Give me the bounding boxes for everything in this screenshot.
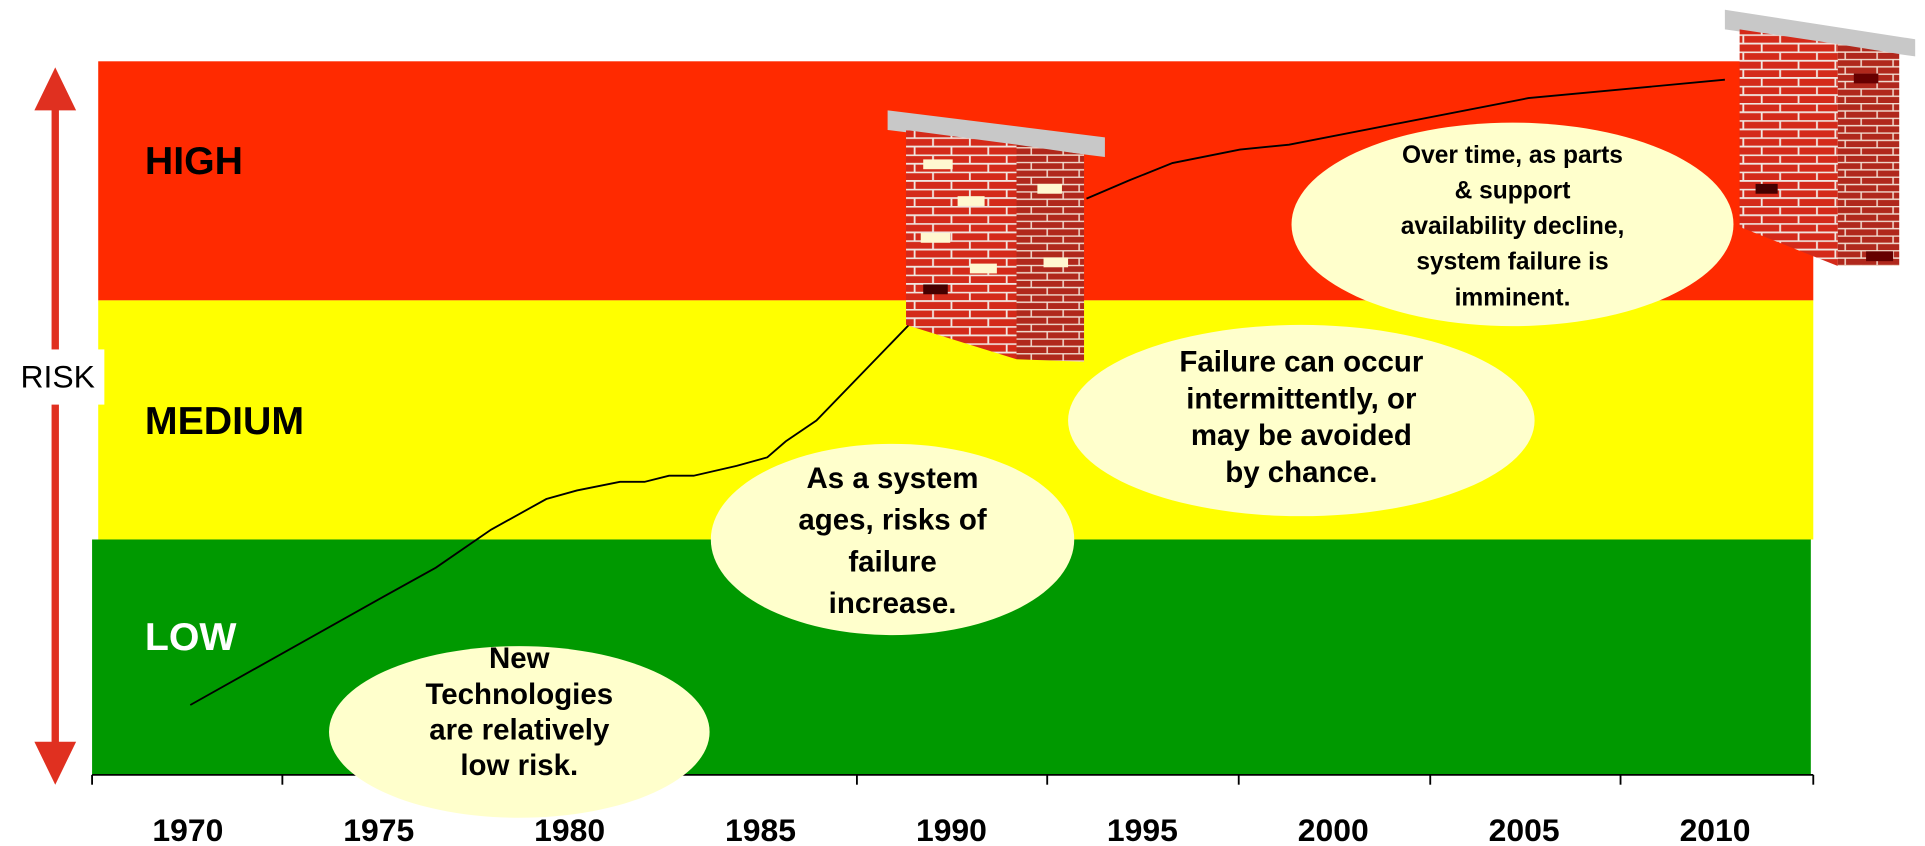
callout-text: availability decline, bbox=[1401, 213, 1625, 240]
callout-bubble bbox=[710, 443, 1075, 636]
year-label: 2000 bbox=[1298, 812, 1369, 846]
year-label: 1990 bbox=[916, 812, 987, 846]
brick-wall bbox=[1724, 9, 1916, 267]
year-label: 1970 bbox=[152, 812, 223, 846]
callout-bubble bbox=[1291, 122, 1734, 327]
brick-wall bbox=[887, 110, 1105, 362]
callout-text: system failure is bbox=[1416, 249, 1608, 276]
callout-text: imminent. bbox=[1455, 284, 1571, 311]
year-label: 1975 bbox=[343, 812, 414, 846]
callout-text: low risk. bbox=[460, 749, 578, 782]
callout-text: Technologies bbox=[425, 678, 613, 711]
callout-bubble bbox=[329, 646, 710, 818]
band-label: HIGH bbox=[145, 139, 243, 183]
callout-text: As a system bbox=[807, 462, 979, 495]
callout-text: by chance. bbox=[1225, 456, 1377, 489]
year-label: 2010 bbox=[1680, 812, 1751, 846]
risk-curve bbox=[189, 312, 922, 706]
x-axis bbox=[91, 773, 1815, 785]
axis-label: RISK bbox=[20, 358, 94, 394]
risk-arrow bbox=[6, 67, 105, 785]
callout-text: failure bbox=[848, 545, 936, 578]
band-label: LOW bbox=[145, 615, 237, 659]
year-label: 1980 bbox=[534, 812, 605, 846]
callout-text: Over time, as parts bbox=[1402, 142, 1623, 169]
callout-bubble bbox=[1068, 324, 1535, 517]
callout-text: Failure can occur bbox=[1179, 346, 1423, 379]
risk-curve bbox=[1086, 78, 1725, 200]
callout-text: ages, risks of bbox=[798, 504, 986, 537]
callout-text: & support bbox=[1455, 178, 1571, 205]
callout-text: are relatively bbox=[429, 713, 610, 746]
callout-text: may be avoided bbox=[1191, 419, 1412, 452]
callout-text: intermittently, or bbox=[1186, 382, 1417, 415]
year-label: 1995 bbox=[1107, 812, 1178, 846]
callout-text: increase. bbox=[829, 587, 957, 620]
callout-text: New bbox=[489, 642, 550, 675]
year-label: 1985 bbox=[725, 812, 796, 846]
band-label: MEDIUM bbox=[145, 399, 304, 443]
year-label: 2005 bbox=[1489, 812, 1560, 846]
